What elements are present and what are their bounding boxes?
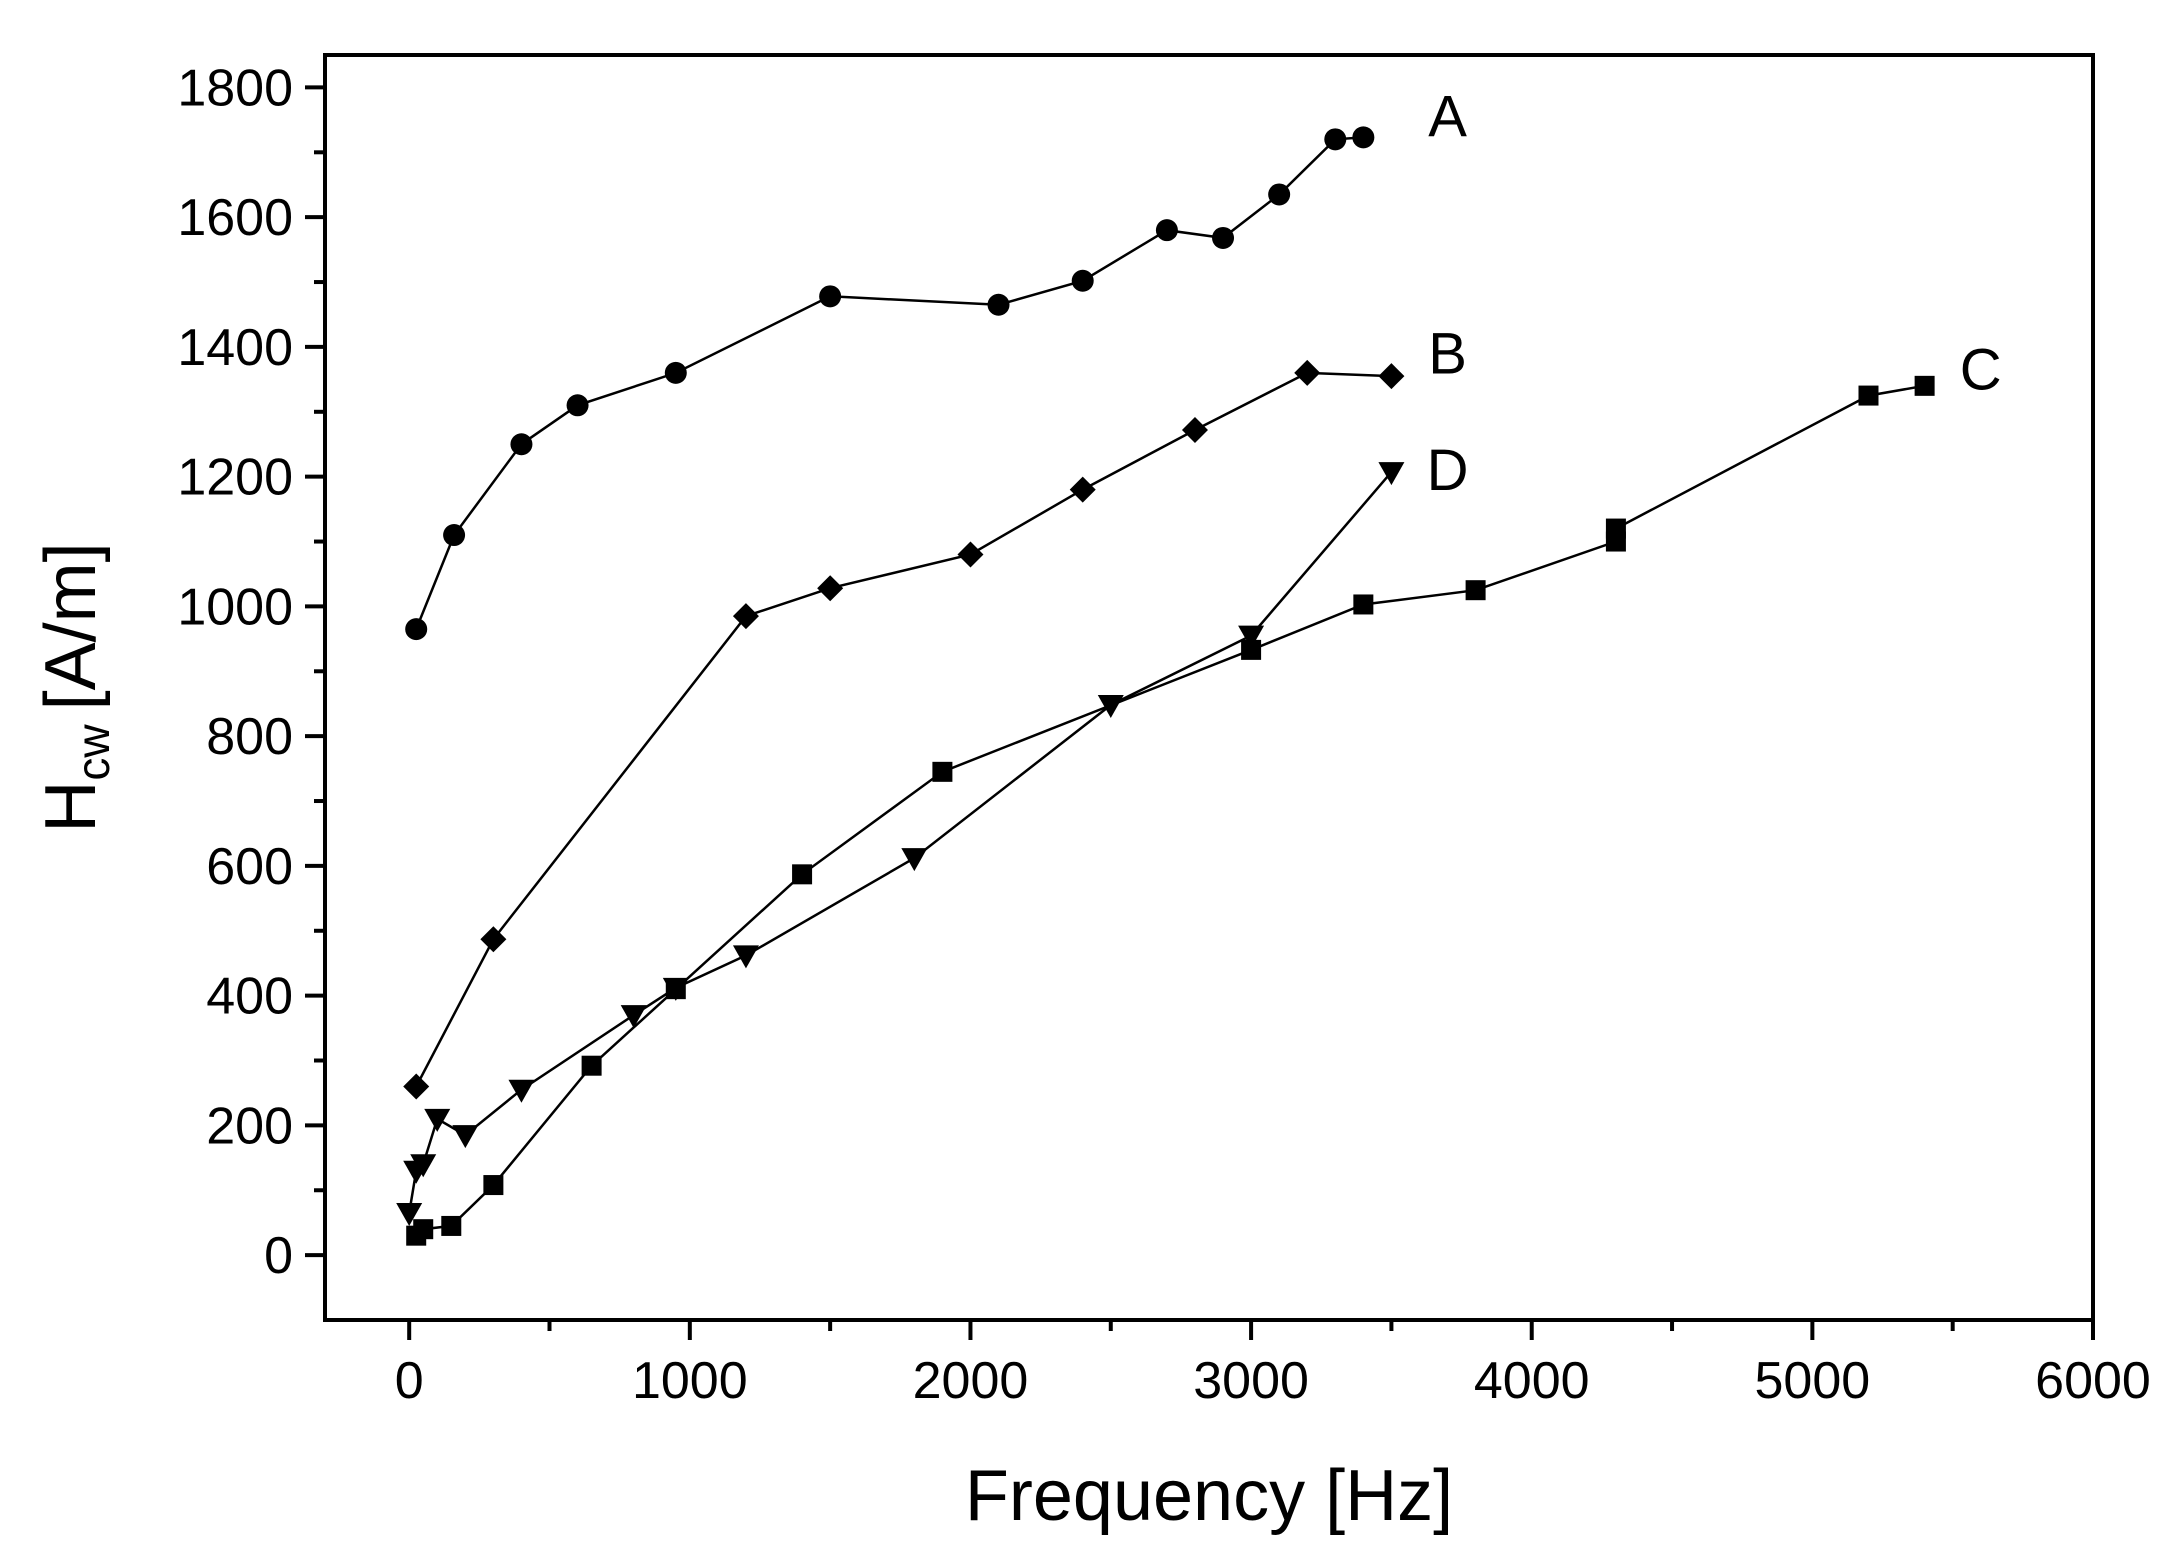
y-tick-label: 1400 — [177, 319, 293, 377]
series-lines — [407, 136, 1925, 1237]
data-point-D — [508, 1079, 535, 1103]
data-point-B — [732, 603, 759, 630]
data-point-C — [792, 864, 813, 885]
data-point-B — [817, 575, 844, 602]
data-point-D — [396, 1202, 423, 1226]
data-point-D — [620, 1005, 647, 1029]
data-point-C — [1241, 639, 1262, 660]
data-point-B — [1181, 416, 1208, 443]
data-point-A — [1268, 183, 1291, 206]
y-axis-title-unit: [A/m] — [31, 542, 111, 710]
data-point-A — [1071, 269, 1094, 292]
series-label-C: C — [1960, 338, 2002, 403]
data-point-D — [732, 945, 759, 969]
data-point-A — [510, 433, 533, 456]
data-point-D — [424, 1108, 451, 1132]
data-point-B — [1069, 476, 1096, 503]
series-line-A — [415, 136, 1364, 630]
data-point-A — [664, 361, 687, 384]
series-labels: A B C D — [1427, 85, 2002, 504]
data-point-D — [1238, 625, 1265, 649]
series-label-B: B — [1428, 321, 1467, 386]
data-point-A — [1324, 128, 1347, 151]
plot-frame — [323, 53, 2095, 1322]
data-point-C — [483, 1175, 504, 1196]
data-point-A — [443, 524, 466, 547]
data-point-B — [1294, 359, 1321, 386]
series-label-A: A — [1428, 85, 1467, 150]
y-tick-label: 200 — [206, 1097, 293, 1155]
y-tick-label: 400 — [206, 968, 293, 1026]
data-point-D — [410, 1154, 437, 1178]
y-tick-label: 1600 — [177, 189, 293, 247]
x-tick-label: 4000 — [1474, 1352, 1590, 1410]
series-markers — [396, 126, 1935, 1246]
data-point-A — [1212, 226, 1235, 249]
data-point-C — [932, 761, 953, 782]
x-tick-label: 3000 — [1193, 1352, 1309, 1410]
data-point-D — [452, 1125, 479, 1149]
x-axis-title: Frequency [Hz] — [965, 1456, 1453, 1536]
tick-labels: 0 1000 2000 3000 4000 5000 6000 0 200 400 600 800 10… — [177, 59, 2151, 1410]
data-point-C — [1605, 518, 1626, 539]
data-point-A — [819, 285, 842, 308]
series-line-C — [415, 384, 1925, 1237]
data-point-C — [1465, 580, 1486, 601]
y-tick-label: 1000 — [177, 578, 293, 636]
data-point-A — [566, 394, 589, 417]
data-point-D — [1378, 462, 1405, 486]
data-point-D — [901, 848, 928, 872]
x-tick-label: 2000 — [913, 1352, 1029, 1410]
data-point-C — [1858, 385, 1879, 406]
y-tick-label: 1800 — [177, 59, 293, 117]
y-tick-label: 1200 — [177, 449, 293, 507]
data-point-D — [1097, 695, 1124, 719]
x-tick-label: 0 — [395, 1352, 424, 1410]
data-point-C — [1353, 594, 1374, 615]
data-point-C — [581, 1055, 602, 1076]
data-point-B — [480, 926, 507, 953]
data-point-D — [662, 977, 689, 1001]
series-label-D: D — [1427, 438, 1469, 503]
y-axis-title: Hcw [A/m] — [31, 542, 119, 832]
x-tick-label: 6000 — [2035, 1352, 2151, 1410]
series-line-D — [407, 471, 1393, 1214]
axis-ticks — [305, 85, 2095, 1340]
x-tick-label: 5000 — [1755, 1352, 1871, 1410]
data-point-B — [1378, 363, 1405, 390]
data-point-B — [403, 1073, 430, 1100]
data-point-A — [987, 293, 1010, 316]
data-point-A — [1352, 126, 1375, 149]
data-point-A — [1155, 219, 1178, 242]
data-point-C — [1914, 375, 1935, 396]
y-tick-label: 0 — [264, 1227, 293, 1285]
data-point-A — [405, 618, 428, 641]
y-axis-title-subscript: cw — [67, 724, 119, 781]
y-tick-label: 800 — [206, 708, 293, 766]
x-tick-label: 1000 — [632, 1352, 748, 1410]
data-point-C — [441, 1215, 462, 1236]
series-line-B — [415, 371, 1392, 1088]
data-point-B — [957, 541, 984, 568]
y-tick-label: 600 — [206, 838, 293, 896]
data-point-C — [413, 1219, 434, 1240]
y-axis-title-main: H — [31, 781, 111, 833]
